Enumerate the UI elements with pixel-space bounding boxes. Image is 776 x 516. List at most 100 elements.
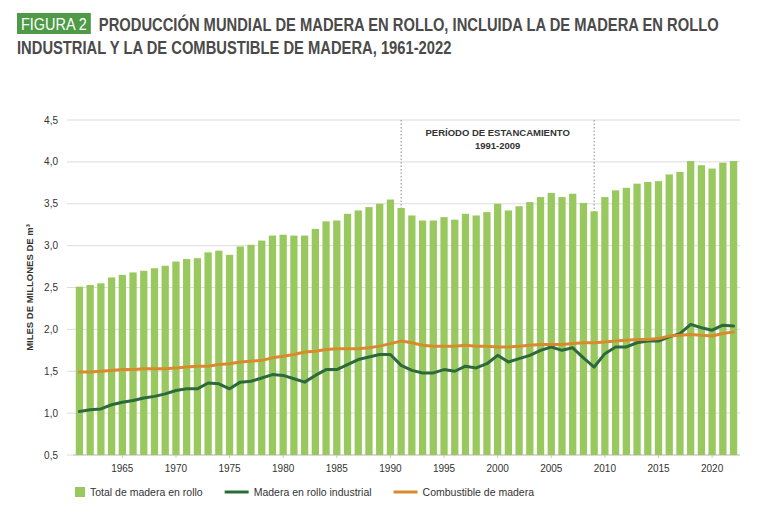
annotation: PERÍODO DE ESTANCAMIENTO 1991-2009: [401, 120, 594, 455]
bar: [526, 202, 533, 455]
y-tick-label: 1,0: [44, 408, 58, 419]
bar: [194, 258, 201, 455]
legend-label: Combustible de madera: [423, 486, 535, 498]
line-series: [79, 332, 733, 372]
x-tick-label: 1995: [433, 463, 456, 474]
grid: [67, 120, 740, 455]
x-tick-label: 1965: [111, 463, 134, 474]
bar: [451, 220, 458, 455]
bar: [387, 200, 394, 455]
bar: [644, 182, 651, 455]
bar: [462, 214, 469, 455]
bar: [408, 215, 415, 455]
bar: [344, 214, 351, 455]
bar: [580, 203, 587, 455]
bar: [151, 268, 158, 455]
bar: [623, 188, 630, 455]
bar: [569, 194, 576, 455]
grid-line: [67, 120, 740, 121]
title-line: INDUSTRIAL Y LA DE COMBUSTIBLE DE MADERA…: [17, 38, 451, 58]
bar: [237, 246, 244, 455]
bar: [655, 181, 662, 455]
bar: [172, 262, 179, 455]
bar: [719, 163, 726, 455]
y-tick-label: 2,0: [44, 324, 58, 335]
bar: [558, 197, 565, 455]
x-tick: [497, 455, 498, 458]
y-tick-label: 0,5: [44, 450, 58, 461]
bar: [87, 285, 94, 455]
y-tick-label: 1,5: [44, 366, 58, 377]
legend-swatch: [75, 487, 85, 497]
chart: FIGURA 2PRODUCCIÓN MUNDIAL DE MADERA EN …: [0, 0, 776, 516]
bar: [612, 190, 619, 455]
x-tick-label: 1975: [218, 463, 241, 474]
bar: [708, 169, 715, 455]
y-tick-label: 3,0: [44, 240, 58, 251]
bar: [183, 259, 190, 455]
x-tick-label: 2005: [540, 463, 563, 474]
bar: [204, 252, 211, 455]
legend-swatch: [225, 491, 249, 494]
bar: [162, 266, 169, 455]
x-tick: [229, 455, 230, 458]
x-tick-label: 1970: [165, 463, 188, 474]
x-tick: [283, 455, 284, 458]
bar: [108, 277, 115, 455]
badge-background: [17, 13, 91, 34]
grid-line: [67, 161, 740, 162]
x-tick: [175, 455, 176, 458]
bar: [247, 245, 254, 455]
bar-series: [76, 161, 737, 455]
bar: [226, 255, 233, 455]
x-tick: [712, 455, 713, 458]
x-tick: [336, 455, 337, 458]
annotation-text: PERÍODO DE ESTANCAMIENTO: [426, 127, 570, 138]
bar: [365, 207, 372, 455]
bar: [322, 221, 329, 455]
bar: [290, 236, 297, 455]
x-axis: 1965197019751980198519901995200020052010…: [73, 455, 740, 474]
bar: [301, 236, 308, 455]
bar: [494, 204, 501, 455]
bar: [376, 204, 383, 455]
bar: [355, 210, 362, 455]
line-series: [79, 324, 733, 411]
bar: [258, 241, 265, 455]
y-tick-label: 2,5: [44, 282, 58, 293]
y-tick-label: 4,0: [44, 156, 58, 167]
x-tick-label: 1985: [326, 463, 349, 474]
bar: [97, 283, 104, 455]
bar: [687, 161, 694, 455]
y-tick-label: 4,5: [44, 115, 58, 126]
page: {"chart_data": { "type": "bar", "figure_…: [0, 0, 776, 516]
x-tick: [390, 455, 391, 458]
x-tick-label: 2015: [647, 463, 670, 474]
x-tick-label: 1990: [379, 463, 402, 474]
x-tick: [122, 455, 123, 458]
legend-swatch: [394, 491, 418, 494]
bar: [548, 193, 555, 455]
x-tick-label: 2020: [701, 463, 724, 474]
bar: [419, 221, 426, 456]
bar: [129, 272, 136, 455]
bar: [333, 221, 340, 456]
bar: [666, 174, 673, 455]
title: PRODUCCIÓN MUNDIAL DE MADERA EN ROLLO, I…: [17, 15, 719, 58]
legend-label: Total de madera en rollo: [90, 486, 203, 498]
x-tick-label: 2010: [594, 463, 617, 474]
bar: [483, 212, 490, 455]
bar: [215, 251, 222, 455]
y-axis: 0,51,01,52,02,53,03,54,04,5MILES DE MILL…: [24, 115, 58, 461]
bar: [515, 206, 522, 455]
bar: [633, 184, 640, 455]
legend: Total de madera en rollo Madera en rollo …: [75, 486, 534, 498]
x-tick: [444, 455, 445, 458]
x-tick-label: 2000: [487, 463, 510, 474]
bar: [440, 217, 447, 455]
bar: [269, 236, 276, 455]
annotation-text: 1991-2009: [475, 140, 520, 151]
figure-label: FIGURA 2: [21, 15, 87, 33]
y-axis-label: MILES DE MILLONES DE m³: [24, 224, 35, 351]
legend-label: Madera en rollo industrial: [254, 486, 372, 498]
